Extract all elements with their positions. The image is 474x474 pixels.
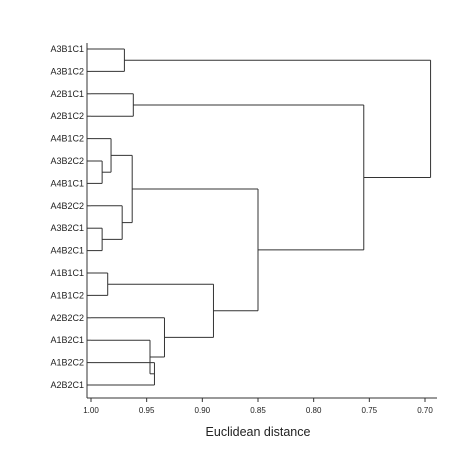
x-tick-label: 0.80 [306,406,322,415]
leaf-label-a4b1c1: A4B1C1 [50,178,84,188]
leaf-label-a2b1c1: A2B1C1 [50,89,84,99]
leaf-label-a1b1c2: A1B1C2 [50,290,84,300]
leaf-label-a3b2c1: A3B2C1 [50,223,84,233]
leaf-label-a4b2c2: A4B2C2 [50,201,84,211]
dendrogram-links [86,43,432,398]
x-tick-label: 0.70 [417,406,433,415]
x-tick-label: 0.95 [139,406,155,415]
leaf-label-a3b2c2: A3B2C2 [50,156,84,166]
leaf-labels: A3B1C1 A3B1C2 A2B1C1 A2B1C2 A4B1C2 A3B2C2 A4B1… [50,44,84,390]
leaf-label-a3b1c2: A3B1C2 [50,66,84,76]
leaf-label-a3b1c1: A3B1C1 [50,44,84,54]
leaf-label-a2b2c1: A2B2C1 [50,380,84,390]
leaf-label-a1b1c1: A1B1C1 [50,268,84,278]
leaf-label-a4b2c1: A4B2C1 [50,246,84,256]
x-axis: 1.00 0.95 0.90 0.85 0.80 0.75 0.70 [83,397,437,415]
leaf-label-a1b2c2: A1B2C2 [50,358,84,368]
leaf-label-a2b2c2: A2B2C2 [50,313,84,323]
x-axis-title: Euclidean distance [206,425,311,439]
leaf-label-a4b1c2: A4B1C2 [50,134,84,144]
x-tick-label: 0.85 [250,406,266,415]
leaf-label-a1b2c1: A1B2C1 [50,335,84,345]
x-tick-label: 0.90 [195,406,211,415]
x-tick-label: 0.75 [362,406,378,415]
leaf-label-a2b1c2: A2B1C2 [50,111,84,121]
x-tick-label: 1.00 [83,406,99,415]
